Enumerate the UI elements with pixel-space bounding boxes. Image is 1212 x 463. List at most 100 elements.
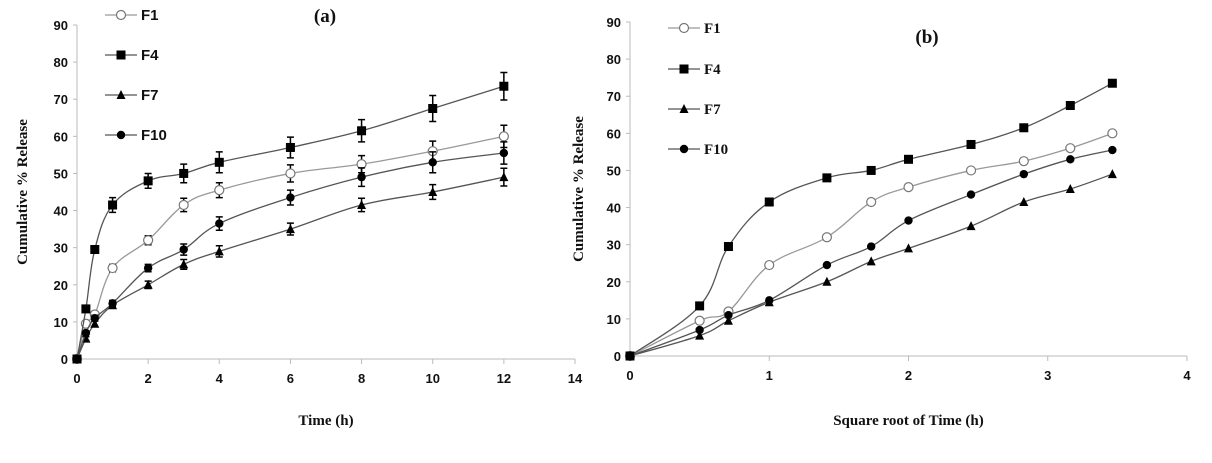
data-point [215,219,224,228]
legend-label: F10 [141,127,167,144]
legend-marker [116,130,126,140]
data-point [723,242,733,252]
data-point [904,154,913,164]
data-point [1107,78,1117,88]
data-point [1065,143,1076,154]
x-tick-label: 3 [1044,368,1051,383]
y-tick-label: 40 [54,204,68,219]
chart-title: (b) [915,27,938,48]
data-point [1019,169,1028,179]
data-point [903,182,914,193]
data-point [143,279,153,289]
legend-item-f4: F4 [105,47,159,64]
data-point [107,262,118,274]
data-point [108,200,118,210]
legend-item-f4: F4 [668,62,721,78]
y-tick-label: 90 [607,15,621,30]
data-point [285,224,295,234]
y-tick-label: 20 [54,278,68,293]
legend-item-f7: F7 [105,87,159,104]
data-point [904,216,913,225]
y-tick-label: 60 [54,129,68,144]
data-point [966,221,976,231]
legend-label: F7 [141,87,159,104]
data-point [90,318,100,328]
data-point [821,232,832,243]
data-point [90,245,100,255]
data-point [1107,169,1117,179]
data-point [81,328,91,338]
legend-item-f10: F10 [105,127,167,144]
x-axis-label: Square root of Time (h) [833,413,984,429]
legend-label: F10 [704,142,728,158]
data-point [214,185,225,196]
data-point [724,310,733,320]
y-tick-label: 70 [54,92,68,107]
chart-panel-a: 0 10 20 30 40 50 60 70 80 90 0 2 4 6 8 10 12 14 Time (h) Cu… [15,6,583,429]
x-tick-label: 0 [73,371,80,386]
y-tick-label: 10 [607,312,621,327]
data-point [143,176,153,186]
data-point [723,315,733,325]
data-point [1018,156,1029,167]
data-point [72,354,82,364]
data-point [822,173,832,183]
data-point [1065,184,1075,193]
data-point [428,187,438,196]
data-point [1066,155,1075,164]
x-tick-label: 4 [216,371,224,386]
x-axis-label: Time (h) [298,413,353,429]
data-point [1107,128,1118,139]
data-point [866,165,876,175]
y-tick-label: 20 [607,275,621,290]
series-line [629,82,1113,357]
data-point [866,196,877,208]
x-tick-label: 12 [497,371,511,386]
y-tick-label: 80 [607,52,621,67]
data-point [499,81,509,91]
data-point [695,325,704,335]
data-point [428,158,437,167]
legend-item-f7: F7 [668,102,721,118]
data-point [428,104,438,113]
legend-marker [115,9,127,21]
data-point [178,199,189,211]
data-point [108,299,117,308]
data-point [179,259,189,269]
legend-marker [678,22,690,34]
series-f4 [625,78,1117,361]
data-point [499,148,509,158]
data-point [866,242,876,251]
data-point [764,259,775,271]
data-point [143,235,154,246]
data-point [286,193,295,202]
legend-item-f1: F1 [668,21,721,37]
legend-marker [679,64,689,74]
series-f4 [72,71,509,364]
data-point [285,142,295,152]
y-tick-label: 50 [54,166,68,181]
x-tick-label: 10 [425,371,439,386]
data-point [357,126,367,136]
x-tick-label: 4 [1183,368,1191,383]
data-point [822,276,832,286]
data-point [214,157,224,167]
y-tick-label: 50 [607,163,621,178]
legend-item-f1: F1 [105,7,159,24]
data-point [966,190,976,199]
y-tick-label: 10 [54,315,68,330]
data-point [1065,101,1075,110]
series-f1 [624,128,1118,362]
y-tick-label: 0 [614,349,621,364]
y-tick-label: 40 [607,201,621,216]
legend-marker [116,90,126,99]
series-f10 [625,145,1117,361]
legend-marker [679,104,689,113]
data-point [499,172,509,182]
y-tick-label: 90 [54,18,68,33]
data-point [498,131,509,142]
data-point [81,304,91,314]
y-axis-label: Cumulative % Release [571,116,587,262]
data-point [357,199,367,209]
